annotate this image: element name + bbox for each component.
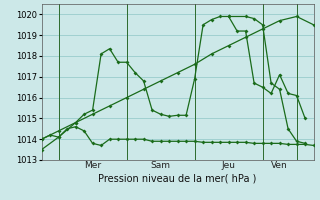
Text: Ven: Ven <box>271 161 288 170</box>
X-axis label: Pression niveau de la mer( hPa ): Pression niveau de la mer( hPa ) <box>99 174 257 184</box>
Text: Sam: Sam <box>151 161 171 170</box>
Text: Mer: Mer <box>84 161 101 170</box>
Text: Jeu: Jeu <box>221 161 236 170</box>
